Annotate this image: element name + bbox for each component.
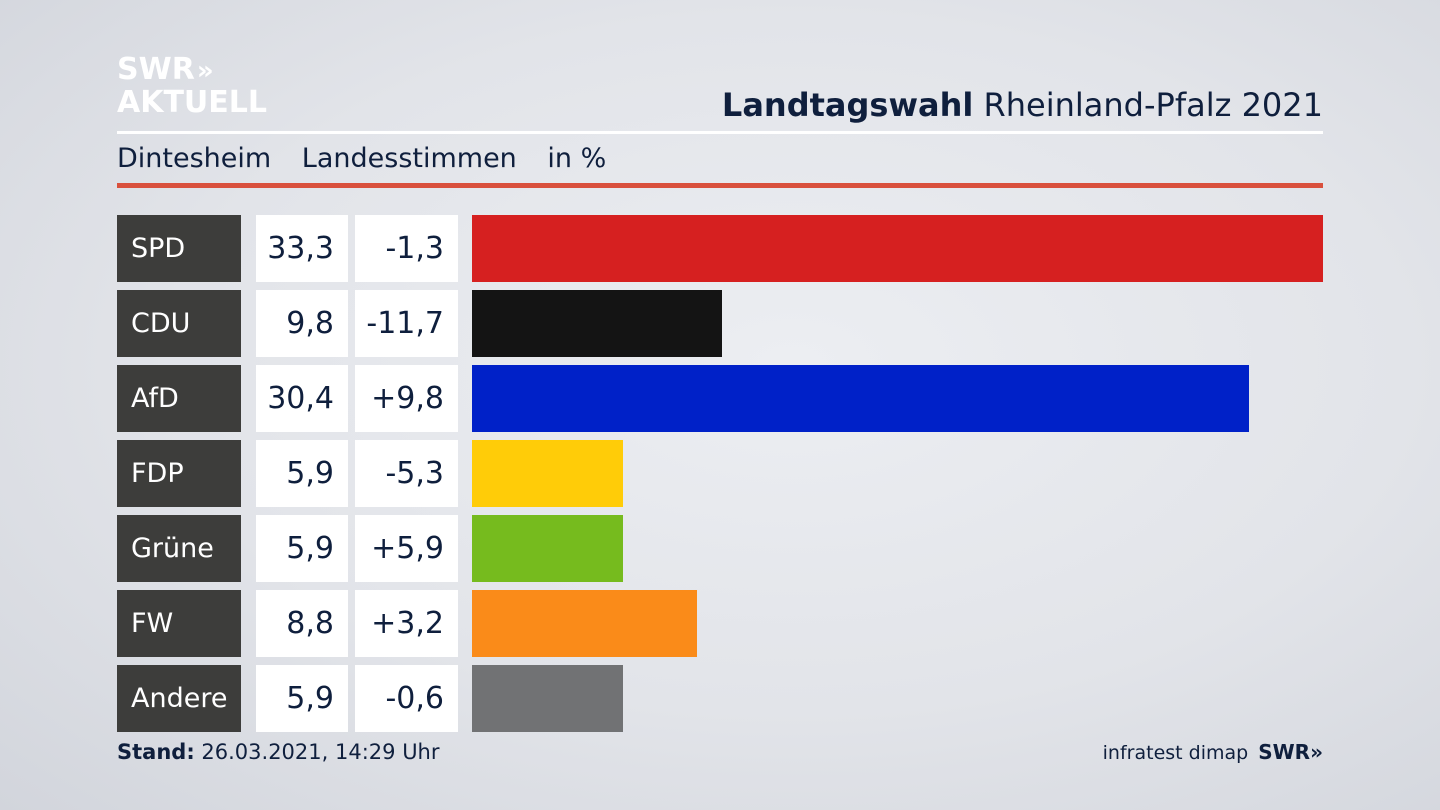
party-row: FW 8,8 +3,2 [117, 590, 1323, 657]
vote-share-value: 30,4 [256, 365, 348, 432]
vote-change-value: -5,3 [355, 440, 458, 507]
vote-change-value: -0,6 [355, 665, 458, 732]
vote-share-bar [472, 665, 623, 732]
vote-change-value: +9,8 [355, 365, 458, 432]
party-label: SPD [117, 215, 241, 282]
chart-subheader: Dintesheim Landesstimmen in % [117, 143, 628, 174]
subheader-unit: in % [547, 143, 607, 174]
vote-share-bar [472, 215, 1323, 282]
title-bold: Landtagswahl [721, 86, 974, 124]
brand-text: SWR [1258, 740, 1311, 764]
party-row: Andere 5,9 -0,6 [117, 665, 1323, 732]
vote-share-value: 5,9 [256, 665, 348, 732]
subheader-place: Dintesheim [117, 143, 272, 174]
source-name: infratest dimap [1102, 742, 1249, 764]
stand-label: Stand: [117, 740, 195, 764]
vote-change-value: +5,9 [355, 515, 458, 582]
vote-share-value: 8,8 [256, 590, 348, 657]
party-label: Andere [117, 665, 241, 732]
vote-change-value: +3,2 [355, 590, 458, 657]
vote-change-value: -1,3 [355, 215, 458, 282]
party-label: CDU [117, 290, 241, 357]
accent-divider [117, 183, 1323, 188]
subheader-kind: Landesstimmen [301, 143, 517, 174]
vote-share-bar [472, 440, 623, 507]
party-label: FW [117, 590, 241, 657]
party-row: AfD 30,4 +9,8 [117, 365, 1323, 432]
page-title: Landtagswahl Rheinland-Pfalz 2021 [722, 86, 1323, 124]
brand-chevrons: » [1310, 740, 1323, 764]
vote-share-bar [472, 290, 723, 357]
party-label: AfD [117, 365, 241, 432]
party-row: Grüne 5,9 +5,9 [117, 515, 1323, 582]
stand-value: 26.03.2021, 14:29 Uhr [201, 740, 440, 764]
party-row: SPD 33,3 -1,3 [117, 215, 1323, 282]
swr-aktuell-logo: SWR» AKTUELL [117, 54, 267, 119]
party-label: Grüne [117, 515, 241, 582]
party-row: FDP 5,9 -5,3 [117, 440, 1323, 507]
vote-share-bar [472, 590, 697, 657]
logo-chevrons: » [196, 56, 214, 86]
vote-share-value: 5,9 [256, 440, 348, 507]
vote-share-value: 5,9 [256, 515, 348, 582]
party-label: FDP [117, 440, 241, 507]
logo-swr-text: SWR [117, 52, 195, 87]
vote-share-value: 9,8 [256, 290, 348, 357]
logo-aktuell-text: AKTUELL [117, 85, 268, 120]
timestamp: Stand: 26.03.2021, 14:29 Uhr [117, 740, 440, 764]
swr-brand: SWR» [1258, 740, 1323, 764]
header-divider [117, 131, 1323, 134]
source-credit: infratest dimap SWR» [1103, 740, 1323, 764]
title-rest: Rheinland-Pfalz 2021 [983, 86, 1323, 124]
vote-share-bar [472, 365, 1249, 432]
party-row: CDU 9,8 -11,7 [117, 290, 1323, 357]
vote-share-value: 33,3 [256, 215, 348, 282]
vote-change-value: -11,7 [355, 290, 458, 357]
vote-share-bar [472, 515, 623, 582]
